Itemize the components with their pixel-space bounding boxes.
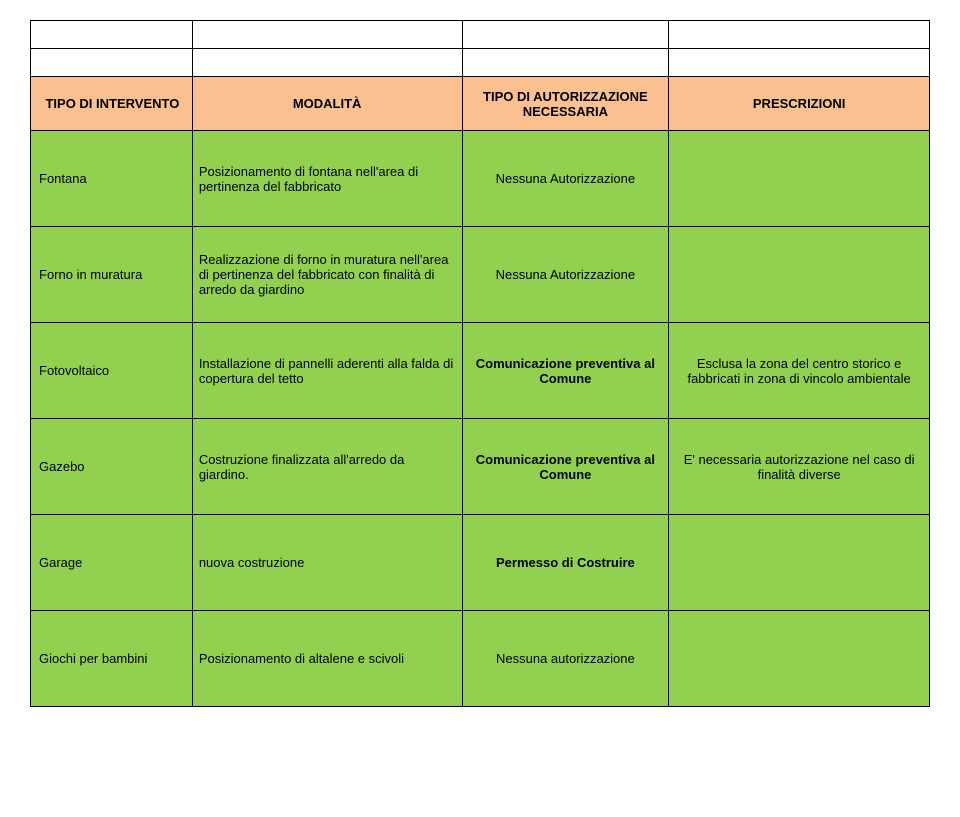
cell-prescrizioni	[669, 611, 930, 707]
cell-intervento: Garage	[31, 515, 193, 611]
cell-modalita: Realizzazione di forno in muratura nell'…	[192, 227, 462, 323]
table-row: Giochi per bambiniPosizionamento di alta…	[31, 611, 930, 707]
cell-prescrizioni	[669, 515, 930, 611]
cell-intervento: Fotovoltaico	[31, 323, 193, 419]
table-row: FontanaPosizionamento di fontana nell'ar…	[31, 131, 930, 227]
cell-modalita: Posizionamento di altalene e scivoli	[192, 611, 462, 707]
header-col1: TIPO DI INTERVENTO	[31, 77, 193, 131]
cell-autorizzazione: Nessuna Autorizzazione	[462, 131, 669, 227]
table-row: Forno in muraturaRealizzazione di forno …	[31, 227, 930, 323]
cell-intervento: Gazebo	[31, 419, 193, 515]
cell-autorizzazione: Comunicazione preventiva al Comune	[462, 323, 669, 419]
table-row: GazeboCostruzione finalizzata all'arredo…	[31, 419, 930, 515]
cell-prescrizioni	[669, 227, 930, 323]
header-col2: MODALITÀ	[192, 77, 462, 131]
cell-prescrizioni	[669, 131, 930, 227]
cell-autorizzazione: Comunicazione preventiva al Comune	[462, 419, 669, 515]
header-col3: TIPO DI AUTORIZZAZIONE NECESSARIA	[462, 77, 669, 131]
intervention-table: TIPO DI INTERVENTO MODALITÀ TIPO DI AUTO…	[30, 20, 930, 707]
cell-prescrizioni: E' necessaria autorizzazione nel caso di…	[669, 419, 930, 515]
blank-row	[31, 49, 930, 77]
header-row: TIPO DI INTERVENTO MODALITÀ TIPO DI AUTO…	[31, 77, 930, 131]
blank-row	[31, 21, 930, 49]
cell-intervento: Forno in muratura	[31, 227, 193, 323]
cell-intervento: Fontana	[31, 131, 193, 227]
cell-prescrizioni: Esclusa la zona del centro storico e fab…	[669, 323, 930, 419]
cell-modalita: nuova costruzione	[192, 515, 462, 611]
cell-autorizzazione: Nessuna autorizzazione	[462, 611, 669, 707]
table-row: FotovoltaicoInstallazione di pannelli ad…	[31, 323, 930, 419]
table-row: Garagenuova costruzionePermesso di Costr…	[31, 515, 930, 611]
cell-modalita: Costruzione finalizzata all'arredo da gi…	[192, 419, 462, 515]
cell-autorizzazione: Permesso di Costruire	[462, 515, 669, 611]
cell-autorizzazione: Nessuna Autorizzazione	[462, 227, 669, 323]
cell-modalita: Installazione di pannelli aderenti alla …	[192, 323, 462, 419]
cell-modalita: Posizionamento di fontana nell'area di p…	[192, 131, 462, 227]
cell-intervento: Giochi per bambini	[31, 611, 193, 707]
header-col4: PRESCRIZIONI	[669, 77, 930, 131]
